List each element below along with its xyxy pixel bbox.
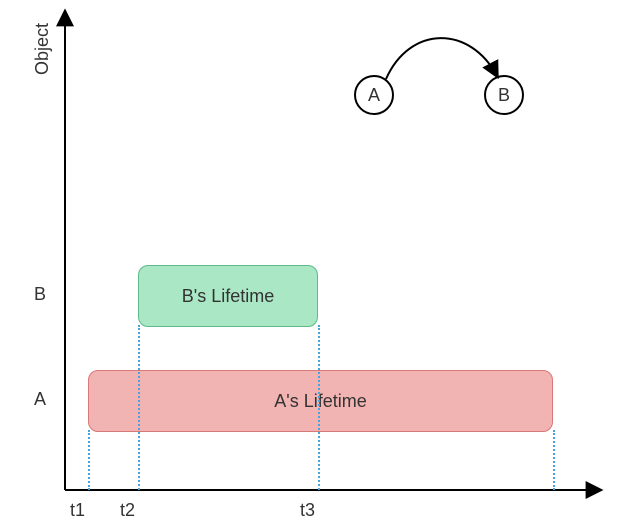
graph-node-b-label: B xyxy=(498,85,510,106)
diagram-stage: Object B's Lifetime A's Lifetime A B B At… xyxy=(0,0,622,530)
guide-line xyxy=(88,430,90,490)
graph-node-b: B xyxy=(484,75,524,115)
lifetime-bar-b: B's Lifetime xyxy=(138,265,318,327)
x-tick-label: t1 xyxy=(70,500,85,521)
lifetime-bar-b-label: B's Lifetime xyxy=(182,286,274,307)
x-tick-label: t2 xyxy=(120,500,135,521)
guide-line xyxy=(138,325,140,490)
x-tick-label: t3 xyxy=(300,500,315,521)
guide-line xyxy=(553,430,555,490)
graph-node-a: A xyxy=(354,75,394,115)
y-tick-label: B xyxy=(34,284,46,305)
guide-line xyxy=(318,325,320,490)
lifetime-bar-a: A's Lifetime xyxy=(88,370,553,432)
y-tick-label: A xyxy=(34,389,46,410)
lifetime-bar-a-label: A's Lifetime xyxy=(274,391,366,412)
y-axis-label: Object xyxy=(32,23,53,75)
graph-node-a-label: A xyxy=(368,85,380,106)
